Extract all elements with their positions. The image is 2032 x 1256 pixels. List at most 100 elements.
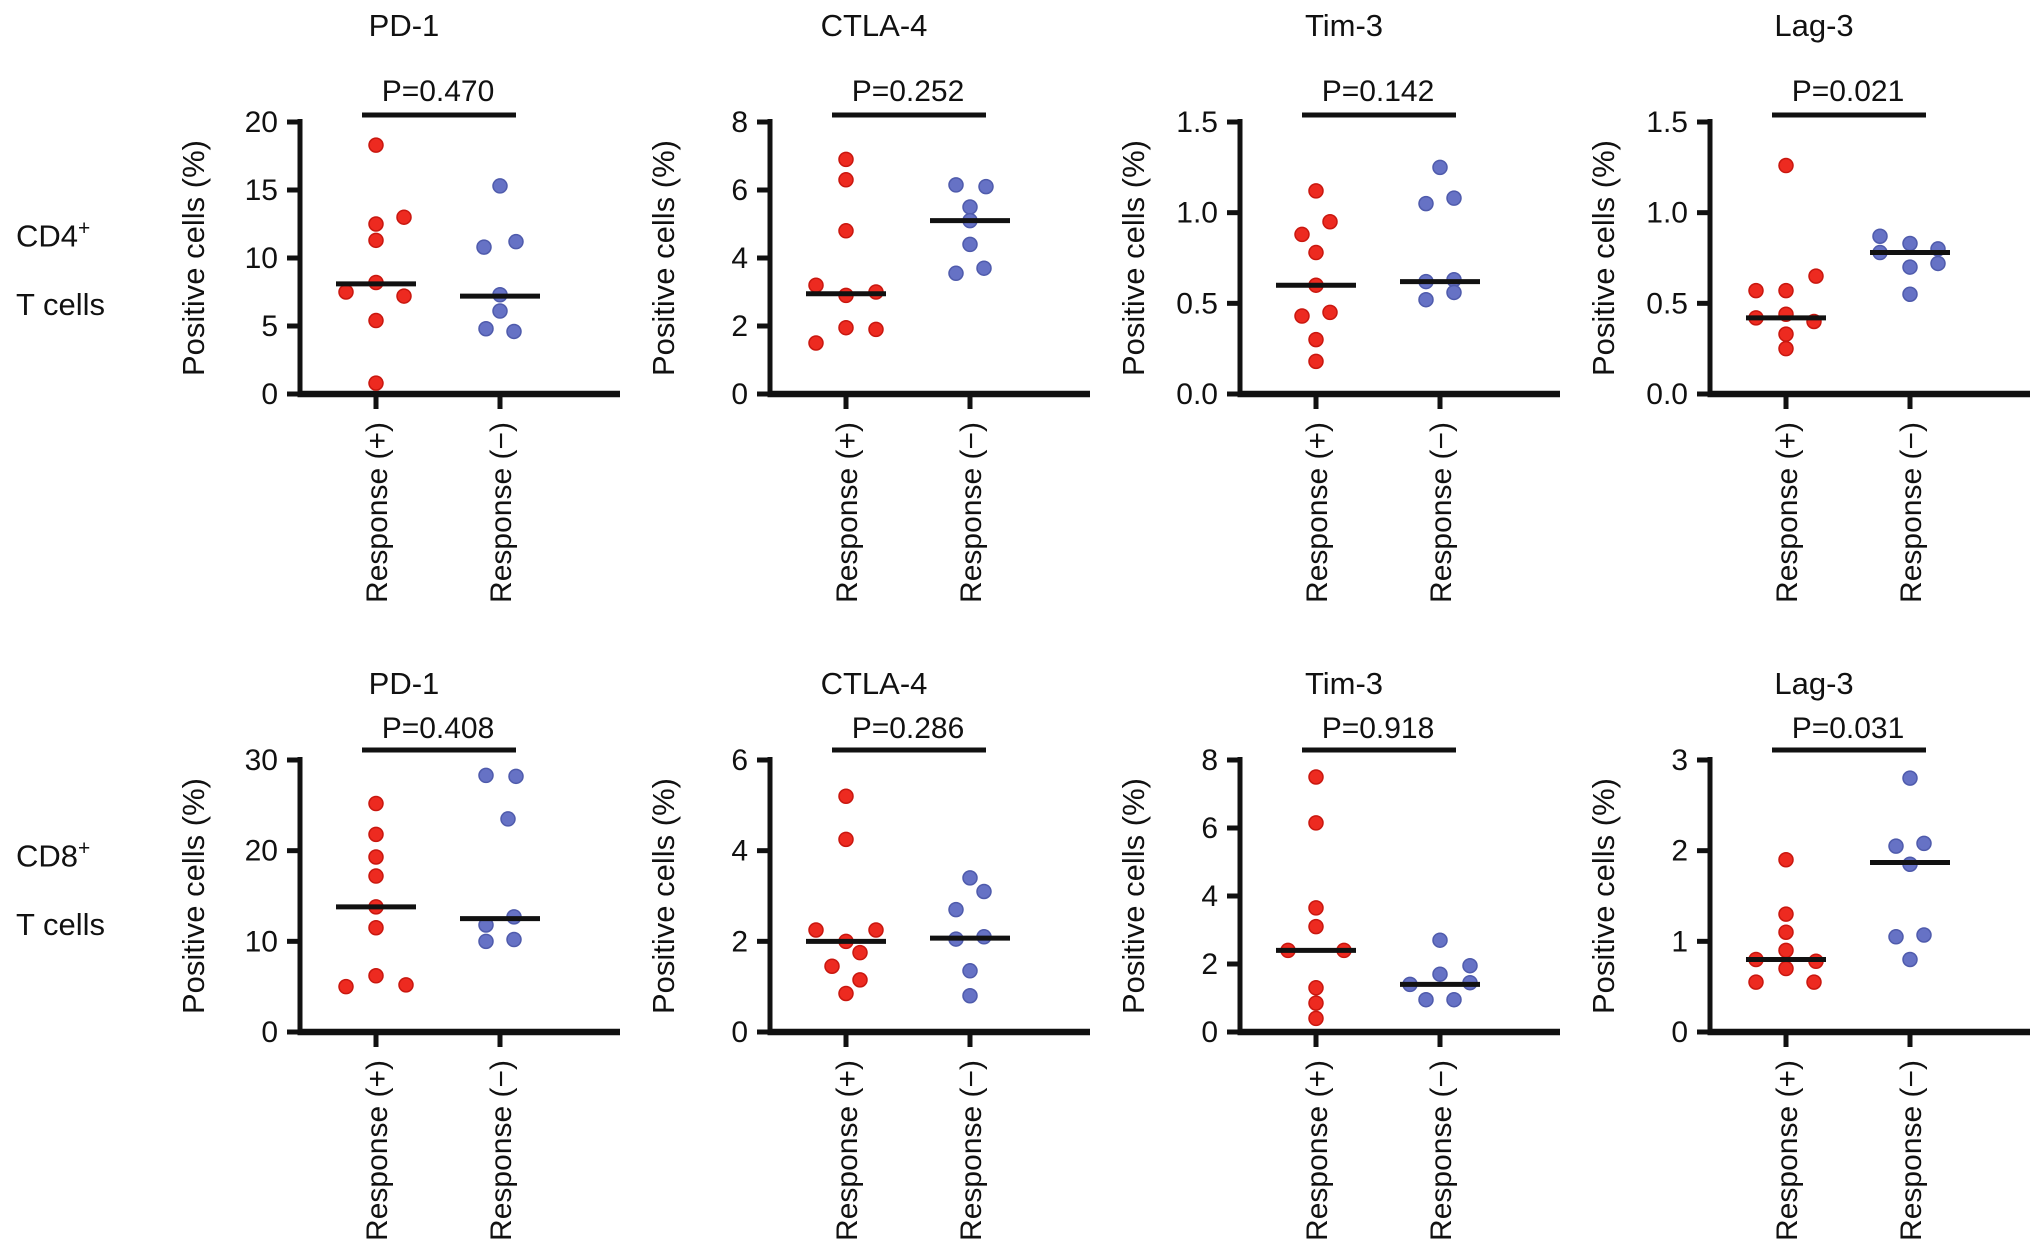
data-point-positive [368, 312, 384, 329]
data-point-positive [1778, 924, 1794, 941]
y-tick-label: 15 [245, 174, 278, 207]
data-point-negative [1902, 259, 1918, 275]
data-point-negative [1888, 838, 1904, 854]
data-point-negative [1418, 195, 1434, 212]
subplot-cd4-tim3: Tim-3 P=0.142 0.0 0.5 1.0 1.5 Positive cells (… [1092, 0, 1562, 620]
p-value-label: P=0.021 [1792, 75, 1905, 108]
p-value-label: P=0.918 [1322, 712, 1435, 745]
y-tick-label: 1.0 [1646, 197, 1688, 230]
subplot-cd8-lag3: Lag-3 P=0.031 0 1 2 3 Positive cells (%) Respon… [1562, 620, 2032, 1251]
chart-svg: CTLA-4 P=0.286 0 2 4 6 Positive cells (%) Respo… [646, 666, 1090, 1241]
data-point-positive [1308, 331, 1324, 348]
x-category-label: Response (−) [1895, 422, 1928, 603]
data-point-positive [1308, 244, 1324, 261]
x-category-label: Response (+) [361, 1060, 394, 1241]
data-point-negative [1916, 927, 1932, 943]
data-point-negative [492, 303, 508, 319]
x-category-label: Response (−) [955, 1060, 988, 1241]
data-point-negative [962, 236, 978, 253]
data-point-positive [1778, 906, 1794, 922]
chart-title: CTLA-4 [821, 8, 928, 43]
data-point-positive [1748, 974, 1764, 990]
data-point-negative [1462, 957, 1478, 974]
data-point-positive [398, 977, 414, 993]
data-point-positive [1778, 960, 1794, 977]
y-tick-label: 20 [245, 835, 278, 868]
data-point-negative [1418, 991, 1434, 1008]
chart-svg: CTLA-4 P=0.252 0 2 4 6 8 Positive cells (%) Resp… [646, 8, 1090, 603]
data-point-positive [1322, 213, 1338, 230]
data-point-positive [838, 151, 854, 168]
data-point-positive [852, 972, 868, 988]
y-tick-label: 0 [261, 378, 278, 411]
chart-svg: PD-1 P=0.408 0 10 20 30 Positive cells (%) Resp… [176, 666, 620, 1241]
data-point-negative [1446, 284, 1462, 301]
data-point-positive [838, 223, 854, 239]
data-point-positive [368, 216, 384, 232]
x-category-label: Response (+) [831, 422, 864, 603]
data-point-positive [868, 922, 884, 938]
y-tick-label: 5 [261, 310, 278, 343]
row-label-cd4-line1: CD4+ [16, 218, 105, 251]
data-point-positive [1322, 304, 1338, 321]
x-category-label: Response (−) [1425, 1060, 1458, 1241]
y-axis-label: Positive cells (%) [1586, 778, 1621, 1014]
chart-title: CTLA-4 [821, 666, 928, 701]
data-point-positive [1308, 995, 1324, 1011]
data-point-negative [962, 963, 978, 979]
subplot-cd8-ctla4: CTLA-4 P=0.286 0 2 4 6 Positive cells (%) Respo… [622, 620, 1092, 1251]
p-value-label: P=0.252 [852, 75, 965, 108]
data-point-positive [368, 232, 384, 249]
data-point-negative [478, 767, 494, 784]
data-point-positive [396, 209, 412, 225]
data-point-negative [1446, 190, 1462, 206]
x-category-label: Response (+) [1301, 422, 1334, 603]
row-label-cd4: CD4+ T cells [0, 0, 152, 620]
chart-svg: Tim-3 P=0.142 0.0 0.5 1.0 1.5 Positive cells (… [1116, 8, 1560, 603]
chart-title: Lag-3 [1774, 666, 1853, 701]
data-point-positive [1294, 308, 1310, 324]
chart-svg: Lag-3 P=0.021 0.0 0.5 1.0 1.5 Positive cells (… [1586, 8, 2030, 603]
y-tick-label: 6 [1201, 812, 1218, 845]
data-point-positive [1778, 942, 1794, 959]
data-point-positive [808, 277, 824, 293]
y-tick-label: 8 [731, 106, 748, 139]
data-point-positive [838, 831, 854, 848]
data-point-positive [1308, 918, 1324, 935]
data-point-positive [1308, 815, 1324, 831]
chart-title: PD-1 [369, 8, 440, 43]
chart-svg: Lag-3 P=0.031 0 1 2 3 Positive cells (%) Respon… [1586, 666, 2030, 1241]
data-point-positive [1294, 226, 1310, 243]
p-value-label: P=0.470 [382, 75, 495, 108]
y-tick-label: 6 [731, 744, 748, 777]
y-tick-label: 1.5 [1176, 106, 1218, 139]
data-point-positive [1806, 974, 1822, 990]
data-point-positive [1308, 980, 1324, 996]
y-tick-label: 2 [731, 310, 748, 343]
data-point-positive [838, 985, 854, 1002]
data-point-positive [1778, 157, 1794, 174]
p-value-label: P=0.408 [382, 712, 495, 745]
y-tick-label: 4 [1201, 880, 1218, 913]
y-tick-label: 0 [1201, 1016, 1218, 1049]
chart-title: Tim-3 [1305, 8, 1383, 43]
data-point-negative [962, 870, 978, 886]
y-tick-label: 0.0 [1646, 378, 1688, 411]
p-value-label: P=0.031 [1792, 712, 1905, 745]
data-point-positive [808, 335, 824, 351]
y-tick-label: 2 [1671, 835, 1688, 868]
data-point-negative [1888, 929, 1904, 945]
chart-svg: PD-1 P=0.470 0 5 10 15 20 Positive cells (%) Res… [176, 8, 620, 603]
data-point-negative [1930, 255, 1946, 272]
data-point-negative [506, 931, 522, 948]
y-tick-label: 1 [1671, 925, 1688, 958]
y-tick-label: 1.5 [1646, 106, 1688, 139]
x-category-label: Response (+) [361, 422, 394, 603]
chart-title: PD-1 [369, 666, 440, 701]
data-point-positive [838, 319, 854, 336]
chart-title: Lag-3 [1774, 8, 1853, 43]
data-point-negative [976, 883, 992, 900]
data-point-positive [368, 849, 384, 865]
data-point-negative [500, 811, 516, 827]
x-category-label: Response (−) [485, 1060, 518, 1241]
